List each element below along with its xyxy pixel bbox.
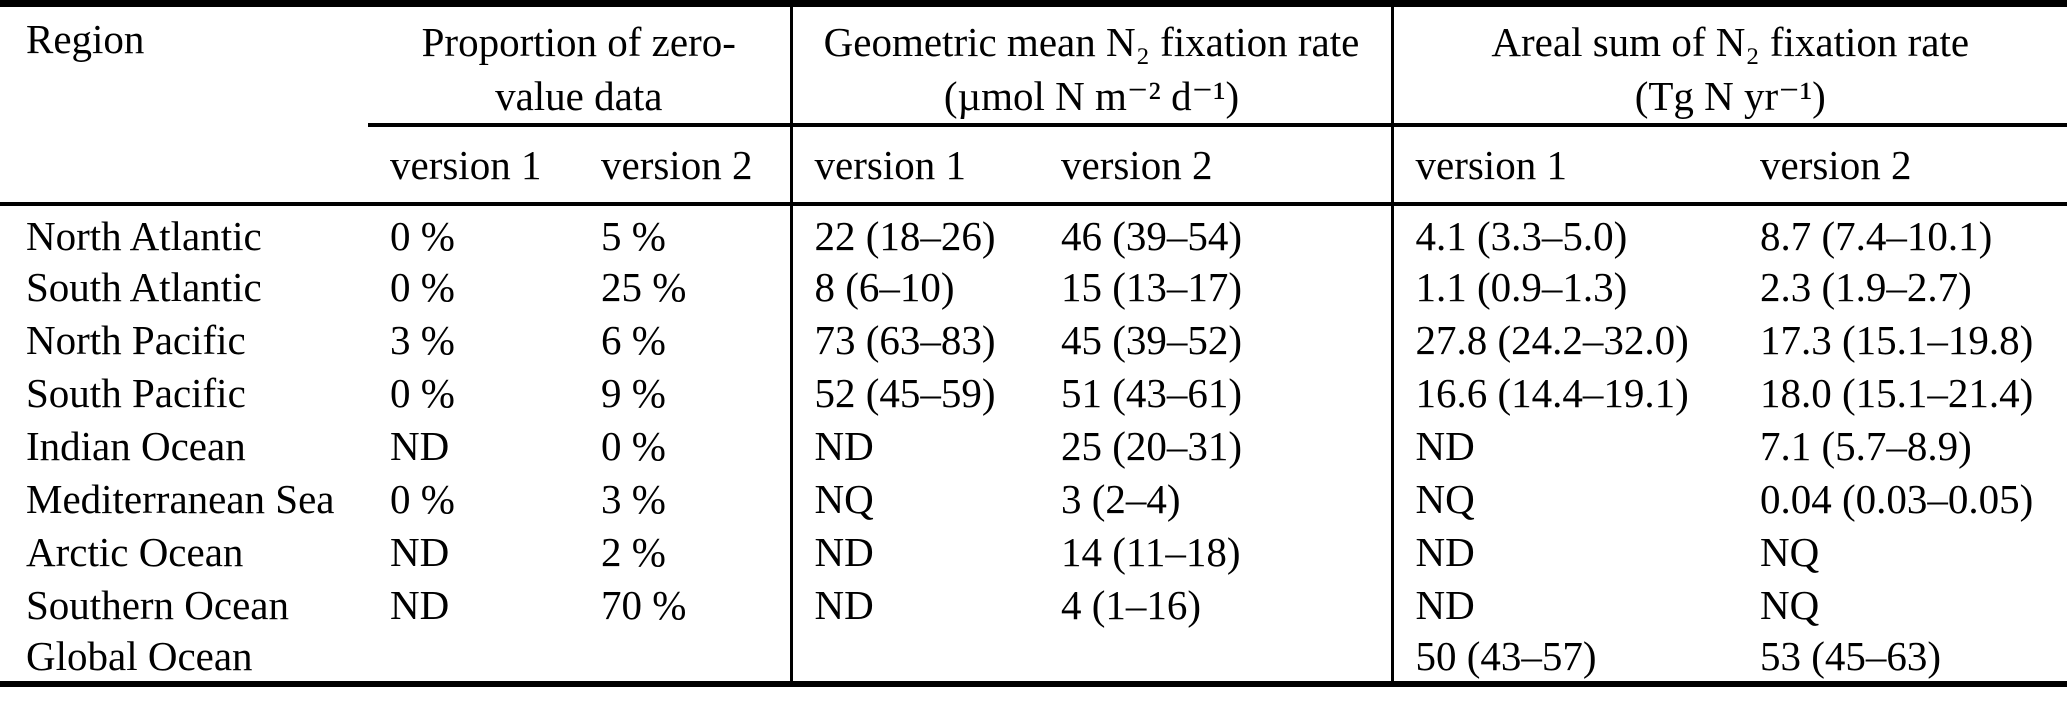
data-cell: ND [789,578,1039,631]
group-title-line1: Proportion of zero- [421,19,736,65]
data-cell: 25 % [601,263,687,310]
data-cell: ND [390,422,450,469]
data-cell: 0 % [390,369,455,416]
region-cell: Indian Ocean [26,422,246,469]
data-cell: 25 (20–31) [1061,422,1243,469]
data-cell [789,631,1039,684]
region-cell: Southern Ocean [26,581,289,628]
data-cell: NQ [1390,472,1738,525]
region-cell: South Atlantic [26,263,262,310]
table-body: North Atlantic 0 % 5 % 22 (18–26) 46 (39–54)… [0,204,2067,684]
data-cell: 2.3 (1.9–2.7) [1760,263,1972,310]
data-cell: 0.04 (0.03–0.05) [1760,475,2034,522]
data-cell: 8.7 (7.4–10.1) [1760,213,1993,259]
region-cell: Arctic Ocean [26,528,244,575]
data-cell: 5 % [601,213,666,259]
data-cell: 53 (45–63) [1760,633,1942,679]
region-cell: South Pacific [26,369,246,416]
data-cell: 2 % [601,528,666,575]
region-cell: North Pacific [26,316,246,363]
results-table: Region Proportion of zero- value data Ge… [0,0,2067,687]
table-row: Indian Ocean ND 0 % ND 25 (20–31) ND 7.1 (5.7–… [0,419,2067,472]
header-region: Region [0,3,368,206]
group-title-line1: Areal sum of N₂ fixation rate [1491,19,1970,65]
data-cell: 4.1 (3.3–5.0) [1390,204,1738,260]
data-cell [368,631,579,684]
data-cell: 3 % [390,316,455,363]
data-cell: ND [789,525,1039,578]
table-row: Global Ocean 50 (43–57) 53 (45–63) [0,631,2067,684]
data-cell: NQ [789,472,1039,525]
table-row: South Atlantic 0 % 25 % 8 (6–10) 15 (13–17) 1… [0,260,2067,313]
data-cell: 50 (43–57) [1390,631,1738,684]
group-title-line2: (µmol N m⁻² d⁻¹) [943,73,1240,119]
version-header-row: version 1 version 2 version 1 version 2 … [0,125,2067,206]
data-cell: ND [1390,525,1738,578]
table-row: North Pacific 3 % 6 % 73 (63–83) 45 (39–52) 2… [0,313,2067,366]
table-row: Arctic Ocean ND 2 % ND 14 (11–18) ND NQ [0,525,2067,578]
data-cell: 15 (13–17) [1061,263,1243,310]
data-cell: 22 (18–26) [789,204,1039,260]
data-cell: 45 (39–52) [1061,316,1243,363]
data-cell [579,631,791,684]
subheader-version: version 2 [1738,125,2067,206]
region-cell: North Atlantic [26,213,262,259]
data-cell: NQ [1760,581,1820,628]
region-cell: Mediterranean Sea [26,475,335,522]
data-cell: 70 % [601,581,687,628]
subheader-version: version 1 [368,125,579,206]
table-row: South Pacific 0 % 9 % 52 (45–59) 51 (43–61) 1… [0,366,2067,419]
data-cell: 1.1 (0.9–1.3) [1390,260,1738,313]
data-cell: 16.6 (14.4–19.1) [1390,366,1738,419]
subheader-version: version 2 [579,125,791,206]
data-cell: 46 (39–54) [1061,213,1243,259]
group-header-row: Region Proportion of zero- value data Ge… [0,3,2067,206]
data-cell: 51 (43–61) [1061,369,1243,416]
data-cell: 3 % [601,475,666,522]
data-cell: 3 (2–4) [1061,475,1181,522]
table-row: Southern Ocean ND 70 % ND 4 (1–16) ND NQ [0,578,2067,631]
data-cell: NQ [1760,528,1820,575]
data-cell: 9 % [601,369,666,416]
group-title-line2: (Tg N yr⁻¹) [1634,73,1826,119]
subheader-version: version 1 [1390,125,1738,206]
data-cell: ND [1390,578,1738,631]
data-cell [1039,631,1392,684]
subheader-version: version 2 [1039,125,1392,206]
data-cell: 4 (1–16) [1061,581,1202,628]
data-cell: ND [1390,419,1738,472]
data-cell: 17.3 (15.1–19.8) [1760,316,2034,363]
data-cell: 52 (45–59) [789,366,1039,419]
group-header-areal-sum: Areal sum of N₂ fixation rate (Tg N yr⁻¹… [1390,3,2067,127]
subheader-version: version 1 [789,125,1039,206]
data-cell: 0 % [390,475,455,522]
data-cell: ND [390,528,450,575]
data-cell: 0 % [390,213,455,259]
group-header-proportion: Proportion of zero- value data [368,3,791,127]
data-cell: ND [789,419,1039,472]
data-cell: 8 (6–10) [789,260,1039,313]
region-cell: Global Ocean [26,633,253,679]
data-cell: ND [390,581,450,628]
data-cell: 0 % [390,263,455,310]
table-row: North Atlantic 0 % 5 % 22 (18–26) 46 (39–54)… [0,204,2067,260]
table-row: Mediterranean Sea 0 % 3 % NQ 3 (2–4) NQ 0.04 (… [0,472,2067,525]
data-cell: 6 % [601,316,666,363]
data-cell: 27.8 (24.2–32.0) [1390,313,1738,366]
data-cell: 14 (11–18) [1061,528,1241,575]
data-cell: 0 % [601,422,666,469]
group-header-geometric-mean: Geometric mean N₂ fixation rate (µmol N … [789,3,1392,127]
group-title-line2: value data [495,73,663,119]
data-cell: 73 (63–83) [789,313,1039,366]
data-cell: 18.0 (15.1–21.4) [1760,369,2034,416]
group-title-line1: Geometric mean N₂ fixation rate [823,19,1360,65]
data-cell: 7.1 (5.7–8.9) [1760,422,1972,469]
